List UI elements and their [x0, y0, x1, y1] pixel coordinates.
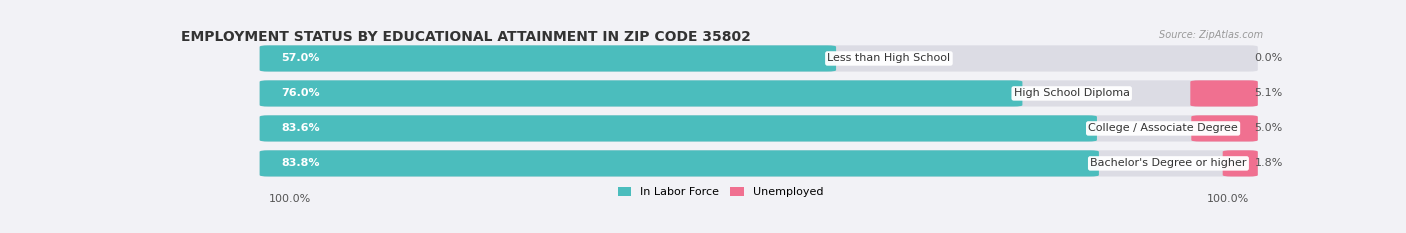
FancyBboxPatch shape — [260, 45, 1258, 72]
FancyBboxPatch shape — [1223, 150, 1258, 177]
Text: 100.0%: 100.0% — [1206, 194, 1249, 204]
Text: 1.8%: 1.8% — [1254, 158, 1282, 168]
Text: High School Diploma: High School Diploma — [1014, 89, 1129, 99]
Text: Less than High School: Less than High School — [827, 53, 950, 63]
Text: 76.0%: 76.0% — [281, 89, 321, 99]
FancyBboxPatch shape — [1191, 80, 1258, 106]
Text: 83.8%: 83.8% — [281, 158, 321, 168]
Text: 83.6%: 83.6% — [281, 123, 321, 134]
Text: 57.0%: 57.0% — [281, 53, 319, 63]
Legend: In Labor Force, Unemployed: In Labor Force, Unemployed — [613, 183, 828, 202]
FancyBboxPatch shape — [260, 80, 1258, 106]
FancyBboxPatch shape — [260, 45, 837, 72]
Text: 0.0%: 0.0% — [1254, 53, 1282, 63]
FancyBboxPatch shape — [260, 115, 1258, 141]
Text: Source: ZipAtlas.com: Source: ZipAtlas.com — [1159, 30, 1263, 40]
FancyBboxPatch shape — [260, 150, 1099, 177]
FancyBboxPatch shape — [1191, 115, 1258, 141]
Text: Bachelor's Degree or higher: Bachelor's Degree or higher — [1090, 158, 1247, 168]
FancyBboxPatch shape — [260, 150, 1258, 177]
FancyBboxPatch shape — [260, 115, 1097, 141]
Text: 5.1%: 5.1% — [1254, 89, 1282, 99]
Text: 5.0%: 5.0% — [1254, 123, 1282, 134]
Text: EMPLOYMENT STATUS BY EDUCATIONAL ATTAINMENT IN ZIP CODE 35802: EMPLOYMENT STATUS BY EDUCATIONAL ATTAINM… — [181, 30, 751, 44]
Text: 100.0%: 100.0% — [269, 194, 311, 204]
Text: College / Associate Degree: College / Associate Degree — [1088, 123, 1237, 134]
FancyBboxPatch shape — [260, 80, 1022, 106]
